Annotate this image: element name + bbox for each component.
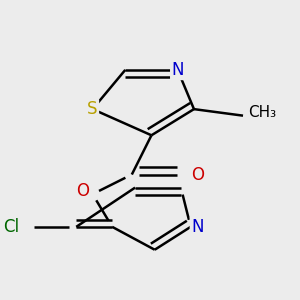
Text: O: O xyxy=(76,182,89,200)
Text: CH₃: CH₃ xyxy=(249,105,277,120)
Text: N: N xyxy=(191,218,203,236)
Text: N: N xyxy=(171,61,184,79)
Text: Cl: Cl xyxy=(3,218,19,236)
Text: O: O xyxy=(191,166,204,184)
Text: S: S xyxy=(87,100,98,118)
